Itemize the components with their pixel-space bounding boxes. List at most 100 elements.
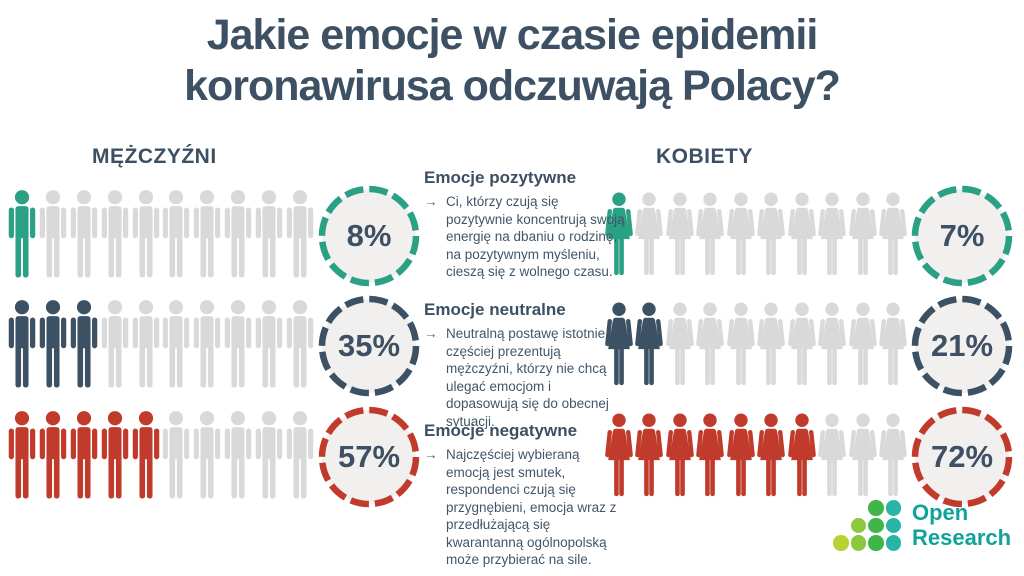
female-person-icon [757,413,786,497]
female-person-icon [726,413,755,497]
female-person-icon [879,192,907,276]
logo-text-line2: Research [912,525,1012,551]
male-person-icon [193,411,221,499]
female-person-icon [879,302,907,386]
logo-dot-icon [885,517,901,534]
male-person-icon [70,300,98,388]
men-positive-percentage: 8% [346,218,392,253]
page-title-line1: Jakie emocje w czasie epidemii [206,11,819,59]
male-person-icon [132,190,159,278]
male-person-icon [8,411,36,499]
men-neutral-percentage: 35% [337,328,401,363]
male-person-icon [193,190,221,278]
page-title-line2: koronawirusa odczuwają Polacy? [184,61,841,110]
logo-dot-icon [868,535,884,551]
male-person-icon [39,300,67,388]
female-person-icon [605,192,633,276]
female-person-icon [879,413,907,497]
logo-text: Open Research [912,500,1011,551]
male-person-icon [163,300,190,388]
logo-dot-icon [868,500,884,516]
female-person-icon [848,413,877,497]
male-person-icon [101,190,128,278]
neutral-description-block: Emocje neutralne → Neutralną postawę ist… [424,300,626,430]
female-person-icon [635,192,664,276]
male-person-icon [70,411,98,499]
dashed-ring-icon [318,295,420,397]
women-neutral-percentage: 21% [930,328,994,363]
logo-dots-icon [833,500,901,551]
neutral-description: Neutralną postawę istotnie częściej prez… [446,326,609,429]
female-person-icon [666,302,694,386]
women-negative-pictogram [604,407,908,505]
positive-description: Ci, którzy czują się pozytywnie koncentr… [446,194,625,280]
women-neutral-ring: 21% [909,293,1015,399]
female-person-icon [787,302,816,386]
male-person-icon [8,300,36,388]
female-person-icon [818,302,846,386]
women-positive-pictogram [604,186,908,284]
logo-dot-icon [850,517,866,534]
male-person-icon [163,190,190,278]
page-title: Jakie emocje w czasie epidemii koronawir… [0,10,1024,111]
female-person-icon [726,302,755,386]
female-person-icon [696,192,725,276]
male-person-icon [132,411,159,499]
men-neutral-pictogram [8,296,314,394]
male-person-icon [101,411,128,499]
female-person-icon [757,302,786,386]
male-person-icon [255,190,283,278]
female-person-icon [787,192,816,276]
male-person-icon [286,300,314,388]
female-person-icon [666,192,694,276]
logo-dot-icon [885,535,901,551]
male-person-icon [286,411,314,499]
female-person-icon [635,302,664,386]
male-person-icon [39,411,67,499]
men-negative-pictogram [8,407,314,505]
women-negative-ring: 72% [909,404,1015,510]
male-person-icon [224,190,252,278]
male-person-icon [286,190,314,278]
men-neutral-ring: 35% [316,293,422,399]
male-person-icon [70,190,98,278]
female-person-icon [696,302,725,386]
male-person-icon [163,411,190,499]
women-negative-percentage: 72% [930,439,994,474]
logo-text-line1: Open [912,500,969,525]
arrow-bullet-icon: → [424,447,438,462]
negative-description-block: Emocje negatywne → Najczęściej wybieraną… [424,421,626,569]
women-positive-percentage: 7% [939,218,985,253]
logo-dot-icon [850,535,866,551]
female-person-icon [818,192,846,276]
male-person-icon [224,411,252,499]
men-negative-percentage: 57% [337,439,401,474]
female-person-icon [635,413,664,497]
arrow-bullet-icon: → [424,194,438,209]
female-person-icon [848,302,877,386]
negative-heading: Emocje negatywne [424,421,578,440]
female-person-icon [726,192,755,276]
open-research-logo: Open Research [833,500,1011,551]
female-person-icon [757,192,786,276]
dashed-ring-icon [911,185,1013,287]
female-person-icon [605,302,633,386]
female-person-icon [666,413,694,497]
female-person-icon [605,413,633,497]
male-person-icon [255,300,283,388]
dashed-ring-icon [318,185,420,287]
positive-description-block: Emocje pozytywne → Ci, którzy czują się … [424,168,626,281]
men-column-label: MĘŻCZYŹNI [92,145,217,168]
logo-dot-icon [833,535,849,551]
female-person-icon [696,413,725,497]
dashed-ring-icon [318,406,420,508]
logo-dot-icon [868,517,884,534]
male-person-icon [101,300,128,388]
male-person-icon [193,300,221,388]
men-positive-ring: 8% [316,183,422,289]
female-person-icon [818,413,846,497]
female-person-icon [848,192,877,276]
women-column-label: KOBIETY [656,145,753,168]
positive-heading: Emocje pozytywne [424,168,577,187]
